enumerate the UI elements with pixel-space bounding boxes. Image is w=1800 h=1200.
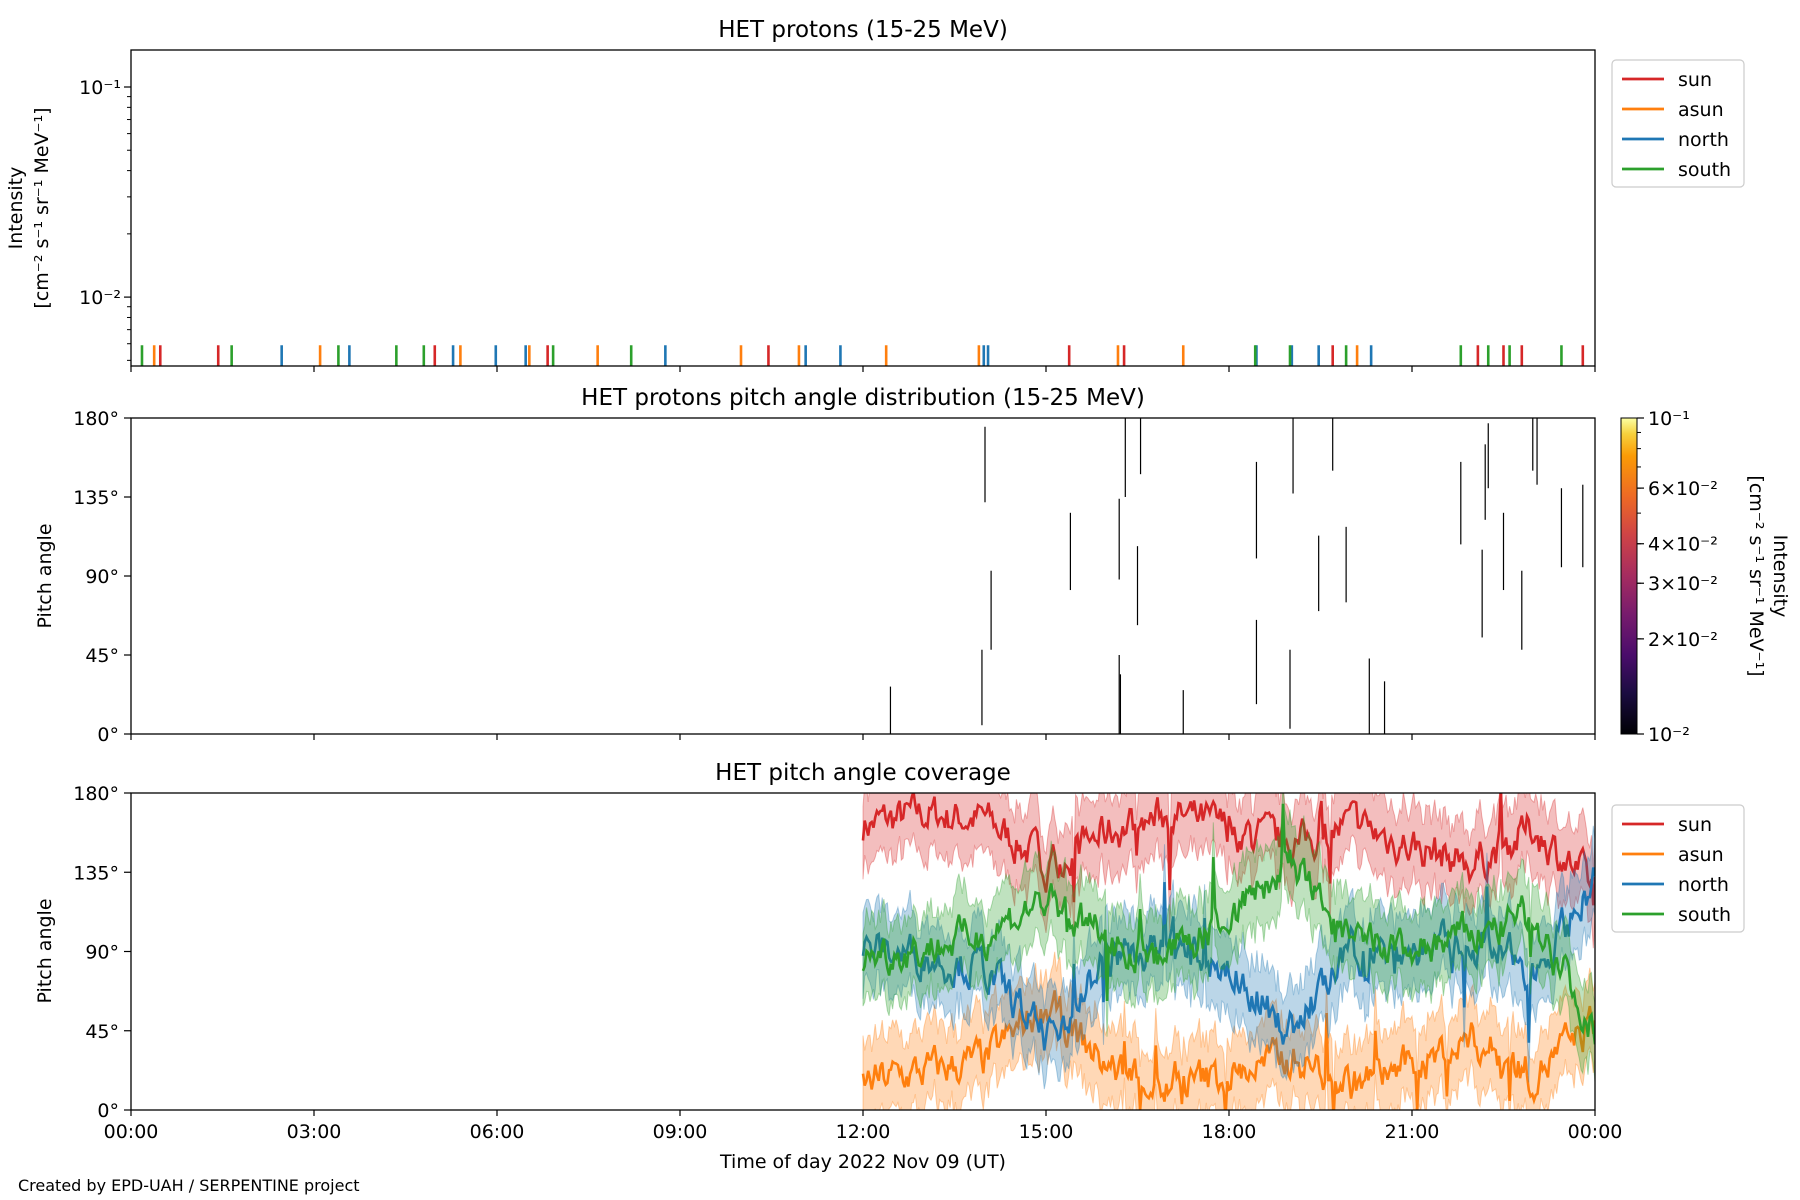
x-tick-label: 09:00 [653,1121,708,1143]
x-tick-label: 21:00 [1385,1121,1440,1143]
colorbar-tick-label: 10⁻² [1648,724,1690,746]
colorbar-tick-label: 2×10⁻² [1648,629,1718,651]
panel2-yticks: 0° 45° 90° 135° 180° [73,408,131,746]
panel-pitch-angle-coverage: HET pitch angle coverage 0° 45° 90° 135° 180… [34,760,1745,1143]
line-south [861,803,1595,1045]
line-asun [861,990,1595,1110]
y-tick-label: 0° [97,724,119,746]
y-tick-label: 45° [85,645,119,667]
line-north [861,867,1595,1051]
legend-box [1611,59,1745,188]
y-tick-label: 10⁻¹ [79,77,121,99]
legend-label-asun: asun [1678,844,1724,866]
y-tick-label: 0° [97,1100,119,1122]
line-sun [861,793,1595,906]
panel3-legend: sun asun north south [1611,804,1745,933]
panel1-xticks [130,366,1596,372]
colorbar-tick-label: 10⁻¹ [1648,408,1690,430]
x-tick-label: 18:00 [1202,1121,1257,1143]
panel1-marks [140,345,1585,366]
x-tick-label: 03:00 [287,1121,342,1143]
panel2-ylabel: Pitch angle [34,523,56,628]
panel3-yticks: 0° 45° 90° 135° 180° [73,783,131,1122]
legend-label-south: south [1678,159,1731,181]
legend-label-sun: sun [1678,69,1712,91]
panel3-marks [861,793,1595,1110]
colorbar [1620,417,1638,735]
legend-label-south: south [1678,904,1731,926]
y-tick-label: 10⁻² [79,287,121,309]
x-tick-label: 00:00 [104,1121,159,1143]
panel1-ylabel-line2: [cm⁻² s⁻¹ sr⁻¹ MeV⁻¹] [31,107,53,308]
panel3-ylabel: Pitch angle [34,898,56,1003]
colorbar-tick-label: 3×10⁻² [1648,573,1718,595]
colorbar-ticks: 10⁻¹ 6×10⁻² 4×10⁻² 3×10⁻² 2×10⁻² 10⁻² [1637,408,1718,746]
band-asun [862,951,1595,1110]
legend-label-north: north [1678,129,1729,151]
legend-label-north: north [1678,874,1729,896]
y-tick-label: 90° [85,942,119,964]
legend-label-sun: sun [1678,814,1712,836]
y-tick-label: 180° [73,408,119,430]
panel3-xticks: 00:00 03:00 06:00 09:00 12:00 15:00 18:00 21:00… [104,1110,1623,1143]
panel1-legend: sun asun north south [1611,59,1745,188]
panel2-frame [130,417,1596,735]
x-axis-label: Time of day 2022 Nov 09 (UT) [719,1151,1006,1173]
colorbar-tick-label: 6×10⁻² [1648,478,1718,500]
colorbar-tick-label: 4×10⁻² [1648,534,1718,556]
panel3-title: HET pitch angle coverage [715,760,1011,786]
legend-label-asun: asun [1678,99,1724,121]
panel-pitch-angle-distribution: HET protons pitch angle distribution (15… [34,385,1791,746]
x-tick-label: 00:00 [1568,1121,1623,1143]
panel2-xticks [130,734,1596,740]
y-tick-label: 45° [85,1021,119,1043]
colorbar-label-line2: [cm⁻² s⁻¹ sr⁻¹ MeV⁻¹] [1745,475,1767,676]
y-tick-label: 135° [73,862,119,884]
y-tick-label: 180° [73,783,119,805]
panel2-marks [889,418,1584,734]
x-tick-label: 15:00 [1019,1121,1074,1143]
y-tick-label: 135° [73,487,119,509]
y-tick-label: 90° [85,566,119,588]
panel1-title: HET protons (15-25 MeV) [718,17,1008,43]
panel1-ylabel-line1: Intensity [5,167,27,250]
panel-intensity: HET protons (15-25 MeV) 10⁻¹ 10⁻² Intensi… [5,17,1745,372]
credit-text: Created by EPD-UAH / SERPENTINE project [18,1176,360,1195]
panel1-yticks: 10⁻¹ 10⁻² [79,77,131,361]
colorbar-label-line1: Intensity [1769,535,1791,618]
legend-box [1611,804,1745,933]
panel2-title: HET protons pitch angle distribution (15… [581,385,1145,411]
x-tick-label: 06:00 [470,1121,525,1143]
x-tick-label: 12:00 [836,1121,891,1143]
panel1-frame [130,49,1596,367]
